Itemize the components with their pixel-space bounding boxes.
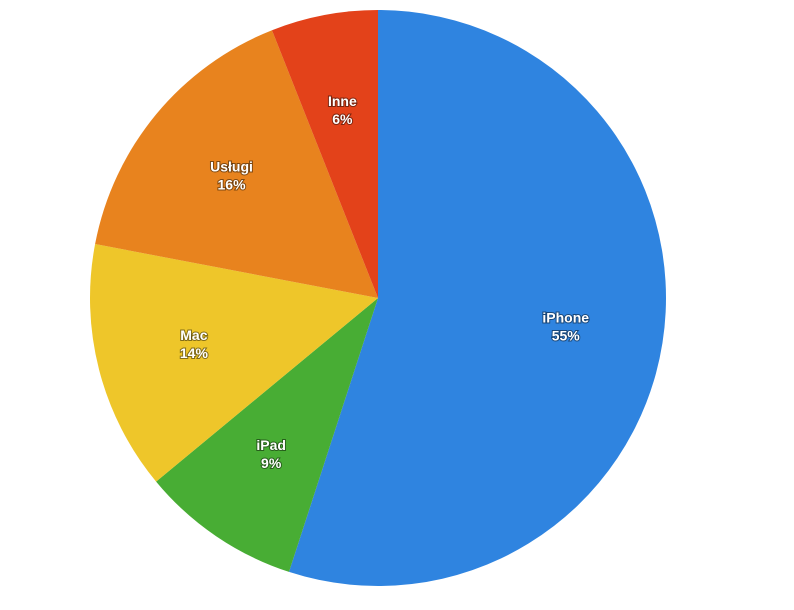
slice-value-label: 9%: [261, 455, 282, 471]
slice-name: iPad: [256, 437, 286, 453]
slice-name: Usługi: [210, 159, 253, 175]
slice-value-label: 14%: [180, 345, 209, 361]
slice-value-label: 6%: [332, 111, 353, 127]
slice-name: Inne: [328, 93, 357, 109]
pie-slice: [90, 244, 378, 482]
slice-value-label: 16%: [218, 177, 247, 193]
pie-slice: [95, 30, 379, 299]
slice-value-label: 55%: [552, 327, 581, 343]
slice-name: iPhone: [542, 309, 589, 325]
pie-slice: [271, 10, 378, 298]
pie-slice: [156, 298, 378, 572]
pie-slice: [289, 10, 666, 586]
slice-name: Mac: [180, 327, 207, 343]
